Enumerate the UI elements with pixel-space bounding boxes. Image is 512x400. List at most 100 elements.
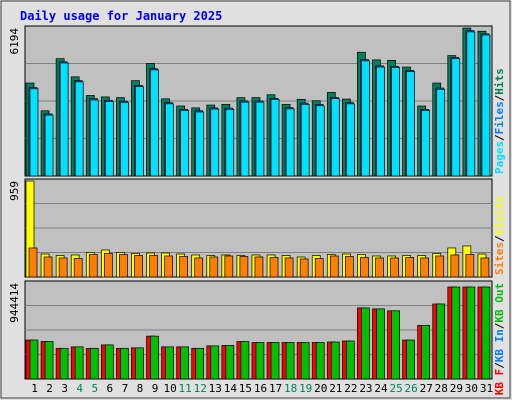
- x-tick-label: 30: [465, 382, 478, 395]
- bar-pages-12: [195, 111, 205, 177]
- chart-panels: 6194 Pages/Files/Hits 959 Sites/Visits 94441…: [8, 25, 506, 395]
- bar-pages-31: [481, 34, 491, 177]
- x-tick-label: 8: [137, 382, 144, 395]
- bar-pages-28: [436, 88, 446, 177]
- bar-kb-out-15: [240, 341, 250, 380]
- bar-kb-out-3: [59, 347, 69, 380]
- legend: Sites/Visits: [493, 196, 506, 275]
- bar-pages-17: [270, 99, 280, 177]
- bar-kb-out-11: [180, 346, 189, 380]
- bar-kb-out-9: [150, 335, 159, 380]
- x-tick-label: 10: [163, 382, 176, 395]
- panel-hits-files-pages: 6194 Pages/Files/Hits: [8, 25, 506, 177]
- legend: KB F/KB In/KB Out: [493, 283, 506, 395]
- bar-sites-2: [43, 256, 53, 278]
- bar-sites-13: [209, 256, 219, 278]
- bar-pages-8: [135, 86, 144, 177]
- bar-sites-3: [58, 257, 68, 278]
- bar-kb-out-19: [300, 342, 310, 380]
- x-tick-label: 25: [389, 382, 402, 395]
- bar-kb-out-27: [421, 325, 431, 380]
- bar-pages-4: [74, 81, 84, 177]
- x-tick-label: 11: [179, 382, 192, 395]
- x-tick-label: 4: [76, 382, 83, 395]
- bar-kb-out-26: [406, 339, 415, 380]
- bar-sites-15: [239, 256, 249, 278]
- bar-sites-11: [179, 256, 188, 278]
- bar-kb-out-24: [376, 308, 385, 380]
- legend-item: Files: [493, 101, 506, 134]
- chart-title: Daily usage for January 2025: [20, 9, 222, 23]
- bar-kb-out-12: [195, 347, 205, 380]
- bar-sites-6: [103, 253, 113, 278]
- legend-separator: /: [493, 362, 506, 369]
- legend-item: KB In: [493, 329, 506, 362]
- x-tick-label: 21: [329, 382, 342, 395]
- bar-sites-27: [420, 257, 430, 278]
- bar-pages-11: [180, 110, 189, 177]
- x-tick-label: 13: [209, 382, 222, 395]
- bar-pages-15: [240, 101, 250, 177]
- x-tick-label: 26: [405, 382, 418, 395]
- bar-sites-30: [465, 254, 475, 278]
- x-tick-label: 2: [46, 382, 53, 395]
- x-tick-label: 12: [194, 382, 207, 395]
- legend-item: Hits: [493, 68, 506, 95]
- y-max-label: 959: [8, 181, 21, 201]
- bar-sites-14: [224, 255, 234, 278]
- x-tick-label: 5: [91, 382, 98, 395]
- bar-pages-3: [59, 62, 69, 177]
- x-tick-label: 19: [299, 382, 312, 395]
- bar-pages-23: [361, 60, 370, 177]
- x-tick-label: 27: [420, 382, 433, 395]
- bar-sites-1: [28, 247, 38, 278]
- bar-kb-out-29: [451, 286, 461, 380]
- bar-kb-out-18: [285, 342, 295, 380]
- legend: Pages/Files/Hits: [493, 68, 506, 174]
- x-tick-label: 17: [269, 382, 282, 395]
- bar-pages-14: [225, 108, 235, 177]
- legend-separator: /: [493, 322, 506, 329]
- x-tick-label: 28: [435, 382, 448, 395]
- bar-sites-31: [480, 257, 490, 278]
- bar-sites-21: [329, 255, 339, 278]
- bar-kb-out-30: [466, 286, 476, 380]
- bar-sites-24: [375, 257, 384, 278]
- bar-pages-19: [300, 103, 310, 177]
- x-tick-label: 14: [224, 382, 238, 395]
- legend-item: KB F: [493, 369, 506, 396]
- x-tick-label: 1: [31, 382, 38, 395]
- bar-sites-23: [360, 257, 369, 278]
- bar-sites-26: [405, 257, 414, 278]
- bar-kb-out-25: [391, 310, 400, 380]
- y-max-label: 6194: [8, 28, 21, 55]
- bar-sites-8: [134, 255, 143, 278]
- x-tick-label: 29: [450, 382, 463, 395]
- bar-pages-30: [466, 31, 476, 177]
- x-tick-label: 22: [344, 382, 357, 395]
- bar-kb-out-16: [255, 342, 265, 380]
- bar-sites-22: [345, 256, 354, 278]
- bar-sites-10: [164, 255, 173, 278]
- y-max-label: 944414: [8, 283, 21, 323]
- legend-separator: /: [493, 235, 506, 242]
- bar-kb-out-13: [210, 345, 220, 380]
- bar-kb-out-6: [104, 344, 114, 380]
- bar-sites-28: [435, 255, 445, 278]
- x-axis-labels: 1 2 3 4 5 6 7 8 9 10 11 12 13 14 15 16 17 18 19 20 21 22 23 24 2…: [31, 382, 493, 395]
- bar-sites-20: [314, 258, 324, 278]
- x-tick-label: 9: [152, 382, 159, 395]
- legend-item: Sites: [493, 242, 506, 275]
- bar-kb-out-10: [165, 346, 174, 380]
- bar-sites-19: [299, 258, 309, 278]
- bar-sites-5: [88, 254, 98, 278]
- x-tick-label: 20: [314, 382, 327, 395]
- bar-pages-16: [255, 101, 265, 177]
- bar-sites-4: [73, 258, 83, 278]
- bar-kb-out-23: [361, 307, 370, 380]
- bar-sites-9: [149, 255, 158, 278]
- legend-item: KB Out: [493, 283, 506, 323]
